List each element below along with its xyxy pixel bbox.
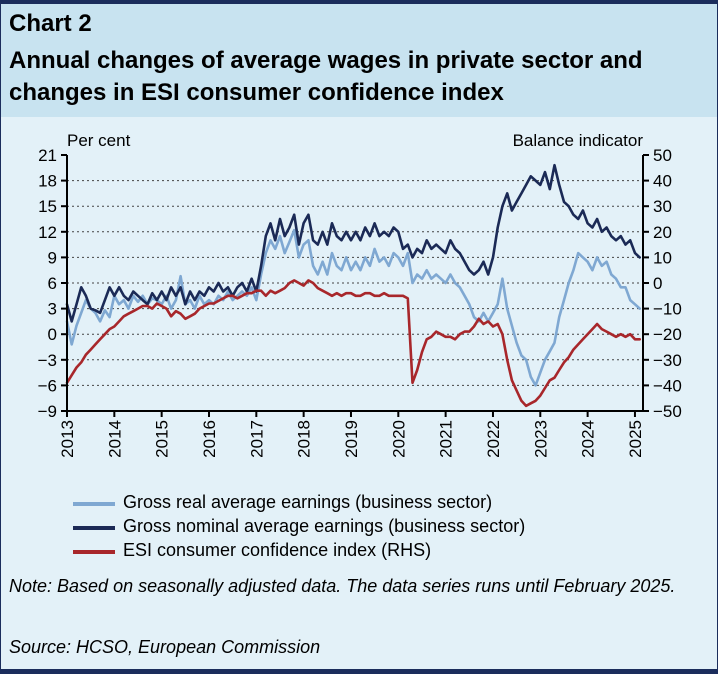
y-tick-label-right: −40 <box>653 376 682 395</box>
y-tick-label-right: −20 <box>653 325 682 344</box>
x-tick-label: 2018 <box>295 420 314 458</box>
y-tick-label-left: 21 <box>38 146 57 165</box>
x-tick-label: 2021 <box>437 420 456 458</box>
x-tick-label: 2023 <box>531 420 550 458</box>
y-tick-label-right: −10 <box>653 300 682 319</box>
top-border <box>1 1 717 4</box>
y-tick-label-left: −9 <box>38 402 57 421</box>
y-tick-label-right: −50 <box>653 402 682 421</box>
y-tick-label-left: 15 <box>38 197 57 216</box>
y-tick-label-left: −6 <box>38 376 57 395</box>
legend-swatch-esi <box>73 550 115 554</box>
x-tick-label: 2022 <box>484 420 503 458</box>
series-line-real-earnings <box>65 228 641 387</box>
chart-title: Annual changes of average wages in priva… <box>9 47 643 106</box>
series-line-esi-confidence <box>65 279 641 408</box>
legend-label-real: Gross real average earnings (business se… <box>123 492 493 512</box>
y-tick-label-left: −3 <box>38 351 57 370</box>
legend-swatch-nominal <box>73 526 115 530</box>
y-tick-label-right: 40 <box>653 172 672 191</box>
legend-swatch-real <box>73 502 115 506</box>
y-tick-label-right: 20 <box>653 223 672 242</box>
y-tick-label-left: 18 <box>38 172 57 191</box>
chart-note: Note: Based on seasonally adjusted data.… <box>9 576 676 596</box>
x-tick-label: 2016 <box>200 420 219 458</box>
y-axis-left-label: Per cent <box>67 131 131 150</box>
x-tick-label: 2024 <box>579 420 598 458</box>
legend-label-nominal: Gross nominal average earnings (business… <box>123 516 526 536</box>
x-tick-label: 2017 <box>247 420 266 458</box>
chart-header: Chart 2 Annual changes of average wages … <box>1 4 717 117</box>
y-tick-label-right: 50 <box>653 146 672 165</box>
y-axis-right-label: Balance indicator <box>513 131 644 150</box>
y-tick-label-right: 0 <box>653 274 662 293</box>
x-tick-label: 2019 <box>342 420 361 458</box>
y-tick-label-left: 9 <box>48 248 57 267</box>
x-tick-label: 2025 <box>626 420 645 458</box>
y-tick-label-right: −30 <box>653 351 682 370</box>
y-tick-label-left: 6 <box>48 274 57 293</box>
x-tick-label: 2015 <box>153 420 172 458</box>
y-tick-label-left: 0 <box>48 325 57 344</box>
y-tick-label-left: 12 <box>38 223 57 242</box>
legend-label-esi: ESI consumer confidence index (RHS) <box>123 540 432 560</box>
chart-label: Chart 2 <box>9 10 92 37</box>
x-tick-label: 2013 <box>58 420 77 458</box>
series-line-nominal-earnings <box>65 163 641 323</box>
x-tick-label: 2014 <box>105 420 124 458</box>
bottom-border <box>1 669 717 673</box>
y-tick-label-right: 10 <box>653 248 672 267</box>
y-tick-label-left: 3 <box>48 300 57 319</box>
x-tick-label: 2020 <box>389 420 408 458</box>
y-tick-label-right: 30 <box>653 197 672 216</box>
chart-source: Source: HCSO, European Commission <box>9 637 321 657</box>
